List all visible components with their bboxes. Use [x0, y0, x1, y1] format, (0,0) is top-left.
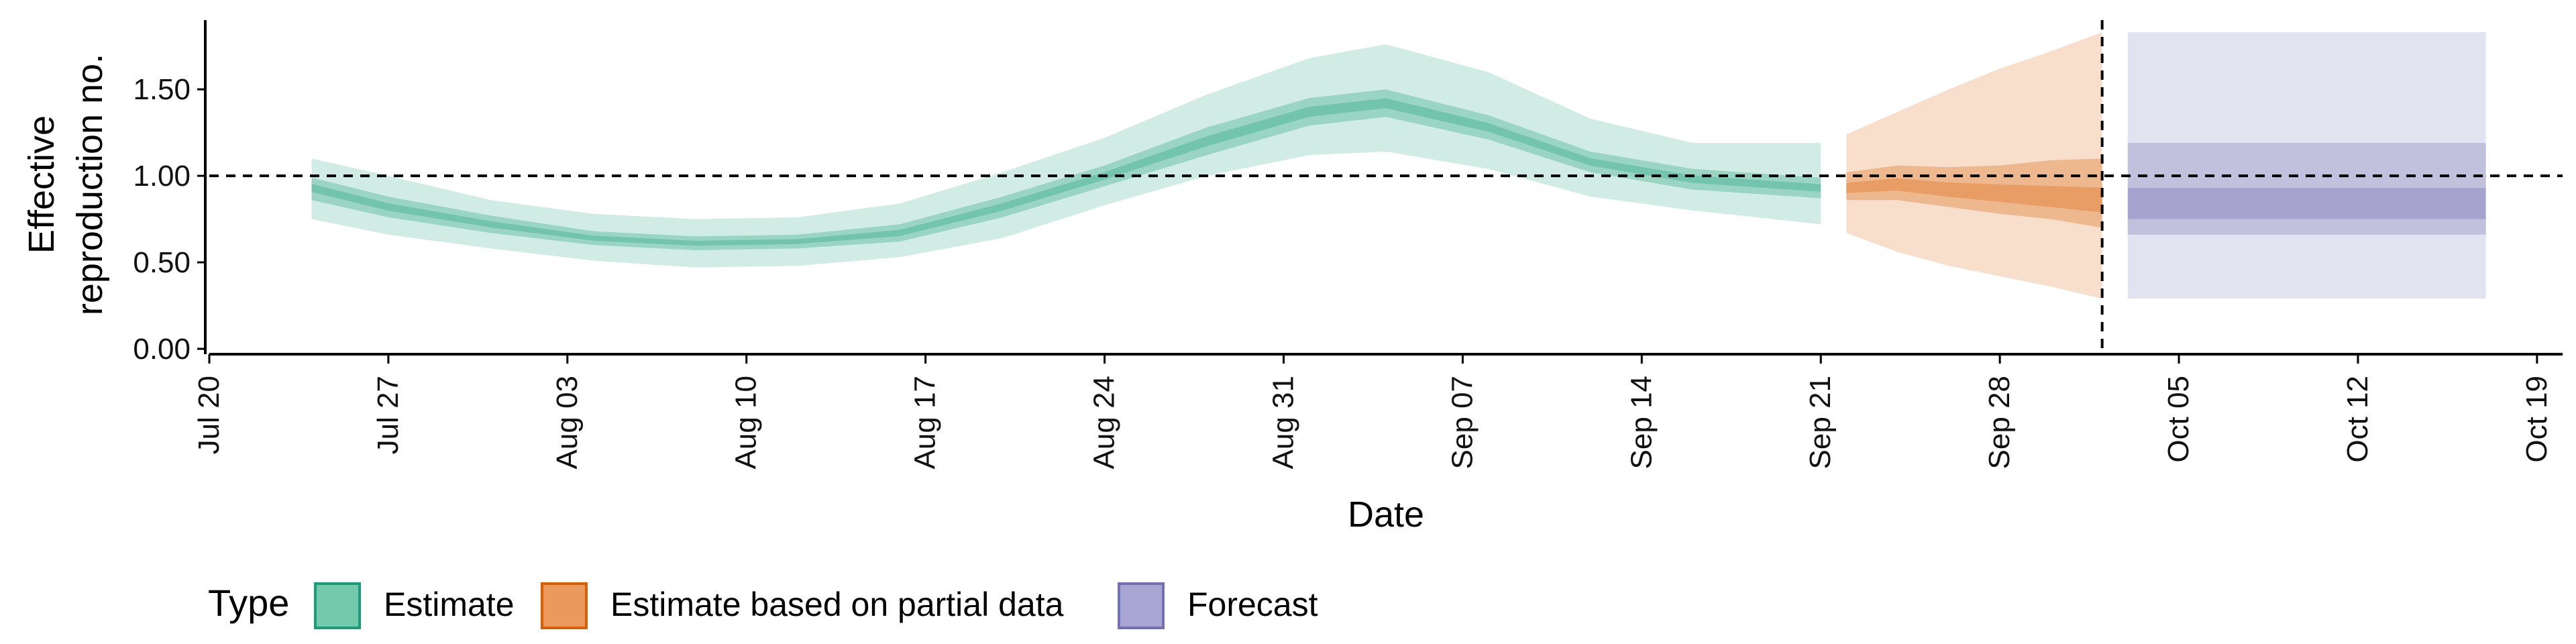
estimate-band-50 — [311, 89, 1821, 250]
x-axis-title: Date — [1348, 494, 1424, 535]
y-tick-label: 1.50 — [133, 73, 191, 106]
x-tick-label: Oct 19 — [2520, 376, 2553, 463]
forecast-band-90 — [2127, 32, 2486, 299]
legend-key-forecast — [1118, 582, 1165, 629]
x-tick-label: Oct 12 — [2341, 376, 2374, 463]
legend-label: Forecast — [1187, 586, 1318, 623]
legend-label: Estimate based on partial data — [610, 586, 1064, 623]
series-estimate — [311, 44, 1821, 268]
estimate-based-on-partial-data-band-20 — [1846, 178, 2102, 213]
x-tick-label: Sep 28 — [1983, 376, 2016, 469]
x-tick-label: Sep 14 — [1625, 376, 1658, 469]
chart-bands — [311, 32, 2486, 299]
legend-key-estimate — [314, 582, 361, 629]
x-tick-label: Sep 07 — [1446, 376, 1479, 469]
y-tick-label: 1.00 — [133, 160, 191, 193]
x-tick-label: Sep 21 — [1804, 376, 1837, 469]
x-tick-label: Aug 17 — [909, 376, 942, 469]
series-forecast — [2127, 32, 2486, 299]
forecast-band-20 — [2127, 188, 2486, 219]
x-tick-label: Aug 10 — [730, 376, 763, 469]
estimate-band-90 — [311, 44, 1821, 268]
legend: Type Estimate Estimate based on partial da… — [208, 582, 1318, 629]
y-axis-title: Effective reproduction no. — [21, 54, 110, 315]
x-tick-label: Aug 31 — [1267, 376, 1299, 469]
y-tick-label: 0.50 — [133, 246, 191, 279]
legend-label: Estimate — [384, 586, 515, 623]
x-tick-label: Aug 24 — [1088, 376, 1121, 469]
y-axis-title-line: Effective — [21, 115, 62, 254]
legend-key-estimate-based-on-partial-data — [541, 582, 588, 629]
legend-title: Type — [208, 582, 289, 624]
forecast-band-50 — [2127, 143, 2486, 235]
x-tick-label: Jul 27 — [372, 376, 405, 454]
x-tick-label: Oct 05 — [2162, 376, 2195, 463]
axes: 0.00 0.50 1.00 1.50 Jul 20 Jul 27 Aug 03 Aug 10… — [21, 20, 2563, 535]
y-tick-label: 0.00 — [133, 333, 191, 366]
estimate-based-on-partial-data-band-90 — [1846, 32, 2102, 299]
y-axis-title-line: reproduction no. — [70, 54, 110, 315]
series-estimate-based-on-partial-data — [1846, 32, 2102, 299]
x-tick-label: Aug 03 — [551, 376, 584, 469]
x-tick-label: Jul 20 — [193, 376, 225, 454]
reference-lines — [209, 20, 2563, 354]
